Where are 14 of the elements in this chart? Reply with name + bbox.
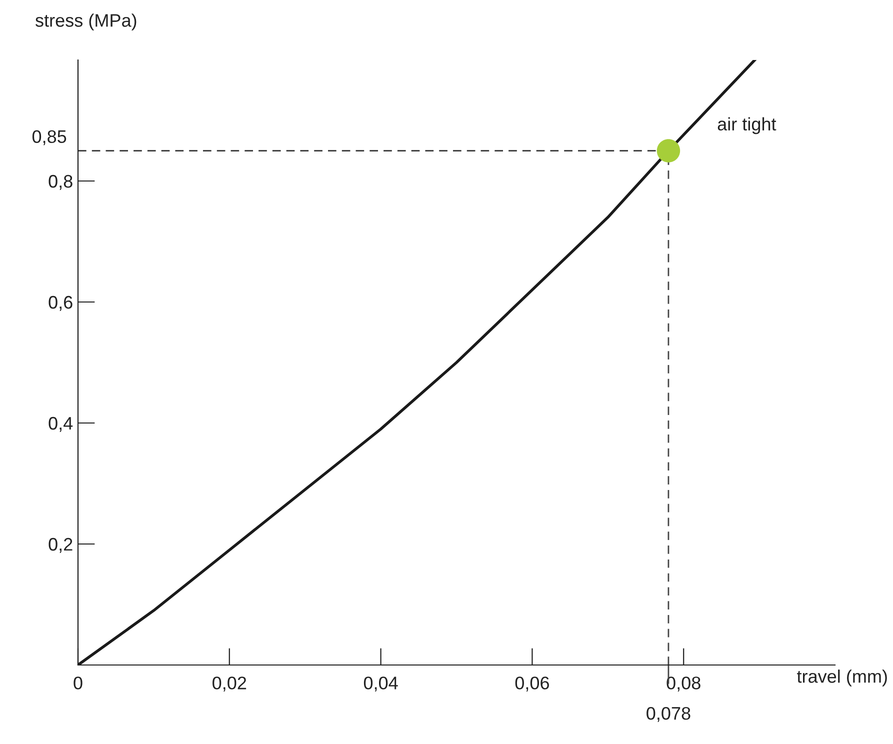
annotation: air tight: [718, 117, 776, 134]
y-tick-label: 0,6: [48, 296, 72, 311]
x-tick-label: 0,08: [666, 676, 700, 692]
x-tick-label: 0,06: [515, 676, 549, 692]
y-tick-label: 0,8: [48, 174, 72, 190]
ref-line-label: 0,85: [32, 130, 66, 146]
y-tick-label: 0,2: [48, 538, 72, 553]
x-tick-label: 0,02: [212, 676, 246, 692]
ref-line-label: 0,078: [646, 706, 690, 722]
y-tick-label: 0,4: [48, 416, 73, 432]
x-tick-label: 0: [74, 676, 82, 690]
x-axis-title: travel (mm): [797, 670, 887, 686]
y-axis-title: stress (MPa): [36, 14, 136, 30]
x-tick-label: 0,04: [364, 676, 398, 692]
